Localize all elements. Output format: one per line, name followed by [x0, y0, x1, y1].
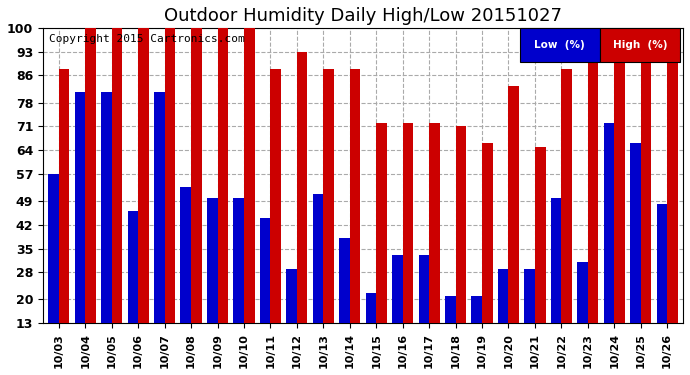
Bar	[128, 211, 138, 323]
Bar	[482, 143, 493, 323]
Bar	[498, 269, 509, 323]
Bar	[75, 92, 86, 323]
Bar	[260, 218, 270, 323]
Bar	[207, 198, 217, 323]
Bar	[112, 28, 122, 323]
Bar	[535, 147, 546, 323]
Bar	[101, 92, 112, 323]
Text: Low  (%): Low (%)	[535, 40, 585, 50]
Bar	[588, 28, 598, 323]
Bar	[286, 269, 297, 323]
Bar	[244, 28, 255, 323]
Bar	[471, 296, 482, 323]
Bar	[614, 28, 625, 323]
Bar	[657, 204, 667, 323]
Bar	[86, 28, 96, 323]
Bar	[48, 174, 59, 323]
Bar	[509, 86, 519, 323]
Bar	[297, 52, 308, 323]
Bar	[403, 123, 413, 323]
Bar	[419, 255, 429, 323]
Bar	[604, 123, 614, 323]
Bar	[562, 69, 572, 323]
Bar	[191, 28, 201, 323]
Title: Outdoor Humidity Daily High/Low 20151027: Outdoor Humidity Daily High/Low 20151027	[164, 7, 562, 25]
Bar	[59, 69, 70, 323]
Bar	[578, 262, 588, 323]
Bar	[181, 188, 191, 323]
Bar	[154, 92, 165, 323]
Bar	[667, 28, 678, 323]
Bar	[350, 69, 360, 323]
Bar	[270, 69, 281, 323]
Bar	[630, 143, 641, 323]
Bar	[138, 28, 149, 323]
Bar	[366, 292, 376, 323]
Bar	[165, 28, 175, 323]
Bar	[524, 269, 535, 323]
Bar	[324, 69, 334, 323]
Bar	[641, 38, 651, 323]
Bar	[445, 296, 455, 323]
Bar	[339, 238, 350, 323]
Bar	[429, 123, 440, 323]
Text: Copyright 2015 Cartronics.com: Copyright 2015 Cartronics.com	[49, 34, 245, 44]
Bar	[233, 198, 244, 323]
FancyBboxPatch shape	[600, 28, 680, 62]
Bar	[392, 255, 403, 323]
Bar	[217, 28, 228, 323]
Bar	[376, 123, 387, 323]
Bar	[551, 198, 562, 323]
Bar	[313, 194, 324, 323]
FancyBboxPatch shape	[520, 28, 600, 62]
Bar	[455, 126, 466, 323]
Text: High  (%): High (%)	[613, 40, 667, 50]
